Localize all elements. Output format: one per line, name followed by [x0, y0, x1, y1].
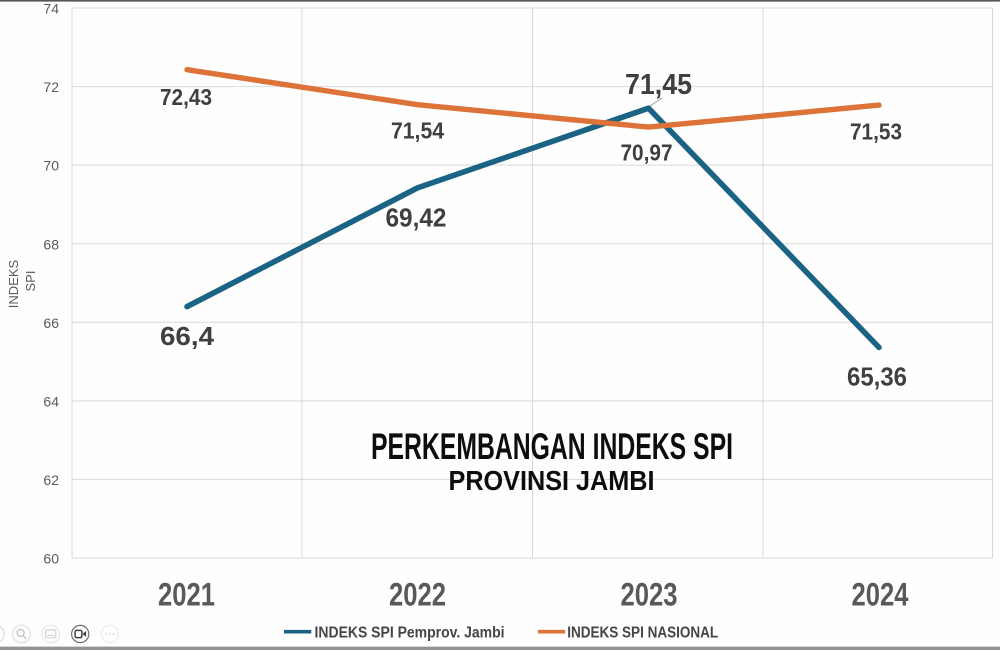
svg-text:69,42: 69,42	[386, 203, 447, 233]
svg-text:71,53: 71,53	[850, 119, 902, 145]
svg-text:INDEKS: INDEKS	[6, 259, 21, 308]
svg-text:2022: 2022	[389, 577, 446, 613]
svg-text:2024: 2024	[852, 577, 909, 613]
svg-text:70,97: 70,97	[621, 140, 673, 166]
svg-text:SPI: SPI	[23, 271, 38, 292]
svg-text:64: 64	[43, 394, 59, 410]
svg-text:72: 72	[43, 79, 59, 95]
svg-text:PROVINSI JAMBI: PROVINSI JAMBI	[449, 465, 655, 496]
svg-text:2023: 2023	[621, 577, 678, 613]
svg-text:INDEKS SPI Pemprov. Jambi: INDEKS SPI Pemprov. Jambi	[315, 625, 505, 642]
svg-text:70: 70	[43, 158, 59, 174]
svg-text:62: 62	[43, 472, 59, 488]
svg-text:66,4: 66,4	[160, 321, 215, 351]
svg-text:66: 66	[43, 315, 59, 331]
svg-text:71,54: 71,54	[391, 117, 444, 143]
svg-text:68: 68	[43, 236, 59, 252]
svg-text:72,43: 72,43	[160, 84, 212, 110]
svg-text:2021: 2021	[158, 577, 215, 613]
svg-text:74: 74	[43, 1, 59, 17]
svg-text:71,45: 71,45	[625, 69, 692, 101]
svg-text:INDEKS SPI NASIONAL: INDEKS SPI NASIONAL	[567, 625, 718, 642]
svg-text:60: 60	[43, 551, 59, 567]
svg-text:PERKEMBANGAN INDEKS SPI: PERKEMBANGAN INDEKS SPI	[371, 426, 733, 467]
svg-text:65,36: 65,36	[847, 362, 907, 392]
